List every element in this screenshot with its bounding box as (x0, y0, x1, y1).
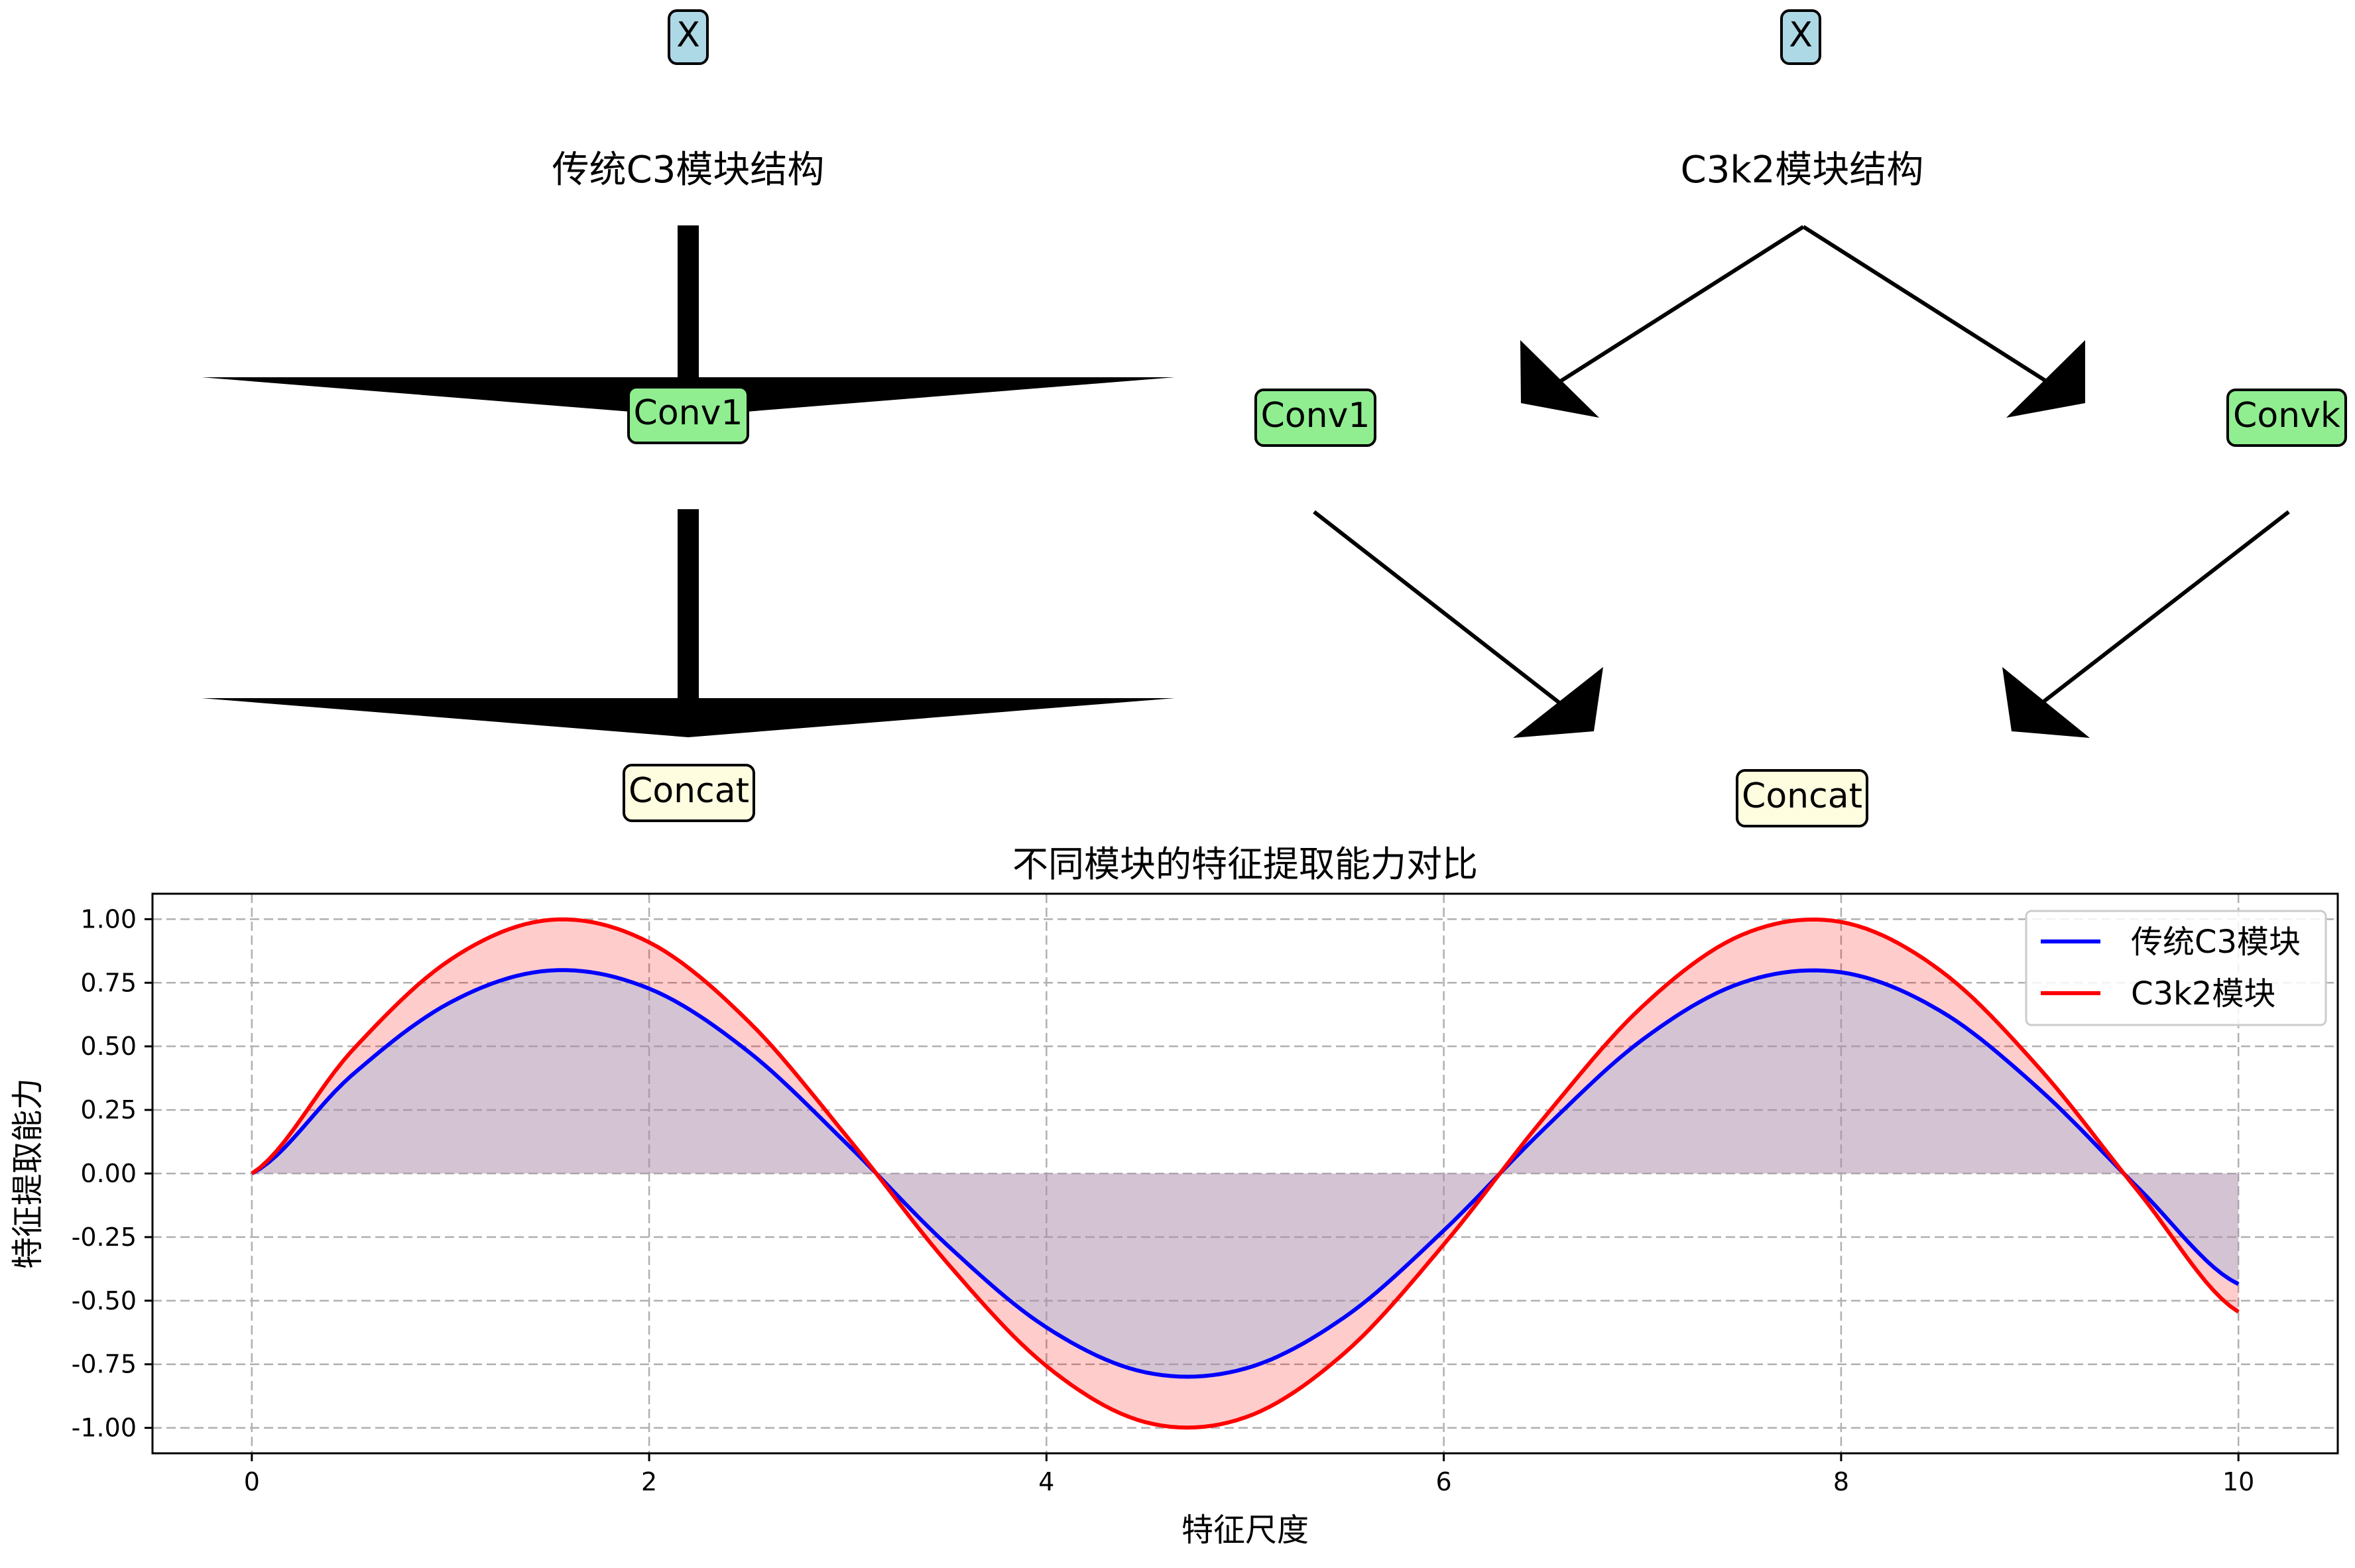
right-concat-node (1736, 769, 1868, 827)
right-conv1-node (1254, 389, 1376, 447)
comparison-chart: 不同模块的特征提取能力对比 0 2 4 6 8 10 1.00 0.75 0.50 0.25 0.0… (9, 843, 2339, 1549)
series-layer (251, 917, 2240, 1430)
right-arrow-convk-to-concat (2002, 510, 2290, 738)
left-arrow-conv-to-concat (202, 509, 1175, 737)
fill-layer (251, 919, 2239, 1428)
left-concat-label: Concat (629, 771, 749, 811)
y-tick-label: -0.50 (72, 1286, 137, 1315)
left-conv1-label: Conv1 (634, 393, 743, 433)
y-tick-label: 0.00 (80, 1159, 137, 1188)
x-tick-label: 6 (1436, 1467, 1452, 1496)
left-input-node (668, 9, 709, 65)
y-tick-label: -1.00 (72, 1414, 137, 1443)
fill-to-zero (251, 970, 2239, 1377)
y-axis-label: 特征提取能力 (9, 1078, 46, 1269)
right-arrow-conv1-to-concat (1313, 510, 1603, 738)
fill-between-series (251, 919, 2239, 1428)
legend-label: 传统C3模块 (2131, 924, 2301, 961)
series-line-1 (251, 968, 2240, 1379)
left-diagram: X 传统C3模块结构 Conv1 Concat (202, 9, 1175, 822)
grid-layer (152, 894, 2338, 1453)
y-tick-label: 1.00 (80, 904, 137, 934)
fill-to-zero-tint (251, 970, 2239, 1377)
y-tick-label: -0.75 (72, 1350, 137, 1379)
right-convk-label: Convk (2233, 396, 2340, 436)
left-concat-node (623, 764, 755, 822)
left-conv1-node (627, 386, 749, 444)
tick-layer: 0 2 4 6 8 10 1.00 0.75 0.50 0.25 0.00 -0.25 -0.50 -0.… (72, 904, 2255, 1496)
y-tick-label: 0.75 (80, 968, 137, 997)
y-tick-label: 0.50 (80, 1032, 137, 1061)
right-arrow-input-to-convk (1802, 225, 2085, 418)
right-convk-node (2226, 389, 2347, 447)
right-concat-label: Concat (1742, 776, 1862, 816)
x-tick-label: 8 (1833, 1467, 1849, 1496)
x-axis-label: 特征尺度 (1181, 1512, 1309, 1549)
legend: 传统C3模块 C3k2模块 (2025, 910, 2327, 1026)
right-conv1-label: Conv1 (1261, 396, 1370, 436)
series-line-2 (251, 917, 2240, 1430)
y-tick-label: 0.25 (80, 1095, 137, 1124)
y-tick-label: -0.25 (72, 1223, 137, 1252)
right-diagram: X C3k2模块结构 Conv1 Convk Concat (1254, 9, 2347, 827)
right-arrow-input-to-conv1 (1520, 225, 1805, 418)
right-input-label: X (1789, 15, 1813, 55)
x-tick-label: 2 (641, 1467, 657, 1496)
legend-label: C3k2模块 (2131, 975, 2275, 1012)
right-diagram-title: C3k2模块结构 (1681, 149, 1924, 192)
left-input-label: X (676, 15, 700, 55)
x-tick-label: 10 (2222, 1467, 2254, 1496)
right-input-node (1780, 9, 1821, 65)
legend-box (2025, 910, 2327, 1026)
x-tick-label: 4 (1038, 1467, 1054, 1496)
x-tick-label: 0 (244, 1467, 260, 1496)
chart-title: 不同模块的特征提取能力对比 (1012, 843, 1478, 885)
left-diagram-title: 传统C3模块结构 (552, 149, 825, 192)
